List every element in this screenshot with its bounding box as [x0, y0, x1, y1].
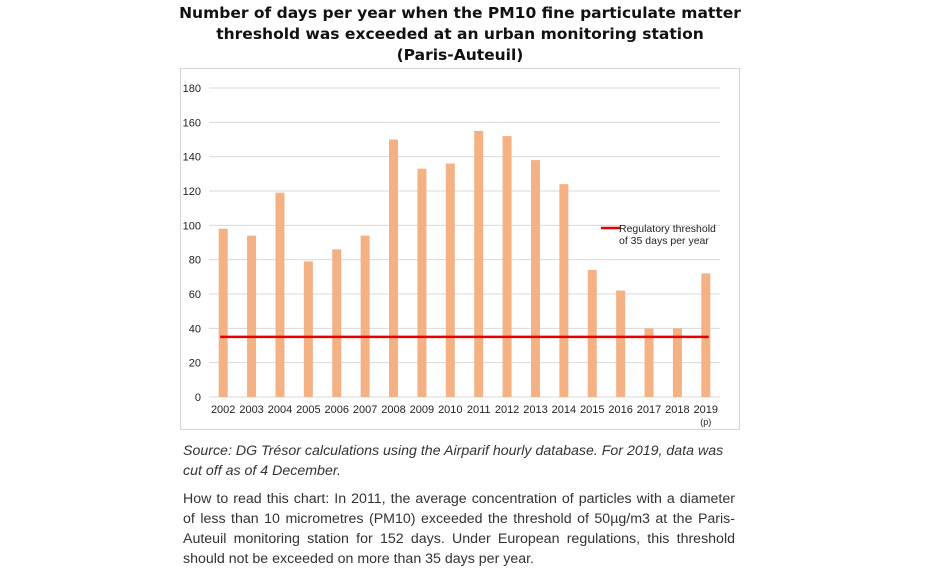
chart-title: Number of days per year when the PM10 fi… [150, 3, 770, 66]
x-tick-label-2014: 2014 [552, 404, 576, 416]
legend-threshold-label-2: of 35 days per year [619, 235, 709, 247]
x-tick-label-2015: 2015 [580, 404, 604, 416]
bar-2014 [559, 184, 569, 397]
bar-2008 [389, 139, 399, 397]
how-to-read-note: How to read this chart: In 2011, the ave… [183, 491, 735, 567]
title-line-1: Number of days per year when the PM10 fi… [179, 4, 741, 22]
bar-2010 [445, 163, 455, 397]
bar-2018 [672, 328, 682, 397]
x-tick-label-2016: 2016 [608, 404, 632, 416]
bar-2009 [417, 168, 427, 397]
bar-2007 [360, 235, 370, 397]
y-tick-label-40: 40 [189, 323, 201, 335]
y-tick-label-100: 100 [183, 220, 201, 232]
y-tick-label-20: 20 [189, 358, 201, 370]
source-note: Source: DG Trésor calculations using the… [183, 443, 724, 479]
y-tick-label-60: 60 [189, 289, 201, 301]
x-tick-label-2003: 2003 [239, 404, 263, 416]
x-tick-label-2009: 2009 [410, 404, 434, 416]
bar-2002 [218, 228, 228, 397]
bar-2006 [332, 249, 342, 397]
bar-2003 [247, 235, 257, 397]
x-tick-label-2017: 2017 [637, 404, 661, 416]
x-tick-label-2013: 2013 [523, 404, 547, 416]
bar-2011 [474, 130, 484, 397]
x-tick-label-2019: 2019 [694, 404, 718, 416]
x-tick-label-2004: 2004 [268, 404, 292, 416]
y-tick-label-140: 140 [183, 152, 201, 164]
y-tick-label-160: 160 [183, 117, 201, 129]
y-tick-label-120: 120 [183, 186, 201, 198]
x-tick-label-2012: 2012 [495, 404, 519, 416]
y-tick-label-80: 80 [189, 255, 201, 267]
bar-2005 [303, 261, 313, 397]
bar-2017 [644, 328, 654, 397]
x-tick-label-2002: 2002 [211, 404, 235, 416]
bar-2016 [616, 290, 626, 397]
x-tick-label-2007: 2007 [353, 404, 377, 416]
x-tick-sublabel-2019: (p) [700, 417, 711, 427]
title-line-3: (Paris-Auteuil) [396, 46, 524, 64]
bar-2019 [701, 273, 711, 397]
x-tick-label-2006: 2006 [325, 404, 349, 416]
bar-chart: 0 20 40 60 80 100 120 140 160 180 2002 2003 2004 2005… [183, 83, 720, 427]
x-tick-label-2018: 2018 [665, 404, 689, 416]
x-tick-label-2010: 2010 [438, 404, 462, 416]
y-tick-label-180: 180 [183, 83, 201, 95]
y-tick-label-0: 0 [195, 392, 201, 404]
bar-2012 [502, 136, 512, 398]
title-line-2: threshold was exceeded at an urban monit… [216, 25, 704, 43]
x-tick-label-2008: 2008 [381, 404, 405, 416]
bar-2004 [275, 192, 285, 397]
legend-threshold-label-1: Regulatory threshold [619, 223, 716, 235]
x-tick-label-2011: 2011 [467, 404, 491, 416]
bar-2015 [587, 269, 597, 397]
bar-2013 [530, 160, 540, 397]
x-tick-label-2005: 2005 [296, 404, 320, 416]
